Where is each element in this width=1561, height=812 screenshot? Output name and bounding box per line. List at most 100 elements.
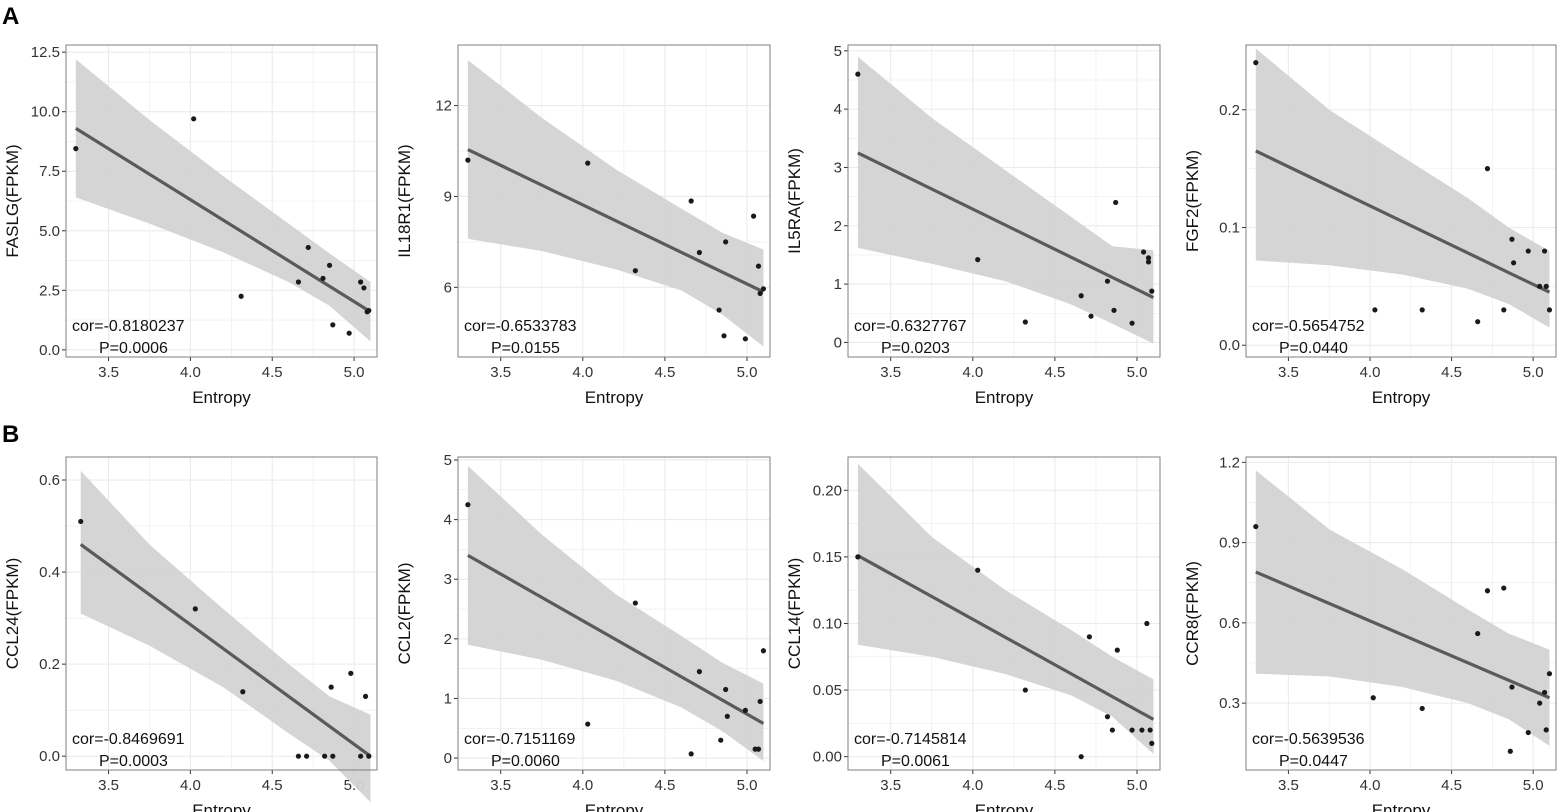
data-point [1509, 684, 1515, 690]
confidence-band [857, 463, 1154, 754]
data-point [632, 600, 638, 606]
y-tick-label: 4 [444, 512, 452, 529]
data-point [1541, 248, 1548, 254]
data-point [688, 198, 694, 204]
y-tick-label: 4 [834, 101, 842, 118]
data-point [295, 753, 302, 759]
data-point [366, 753, 372, 759]
plot-frame [457, 456, 771, 771]
data-point [1525, 729, 1531, 736]
data-point [330, 322, 336, 328]
correlation-label: cor=-0.8469691 [72, 731, 185, 748]
correlation-label: cor=-0.8180237 [72, 318, 185, 335]
data-point [1140, 249, 1147, 255]
x-axis-title: Entropy [192, 388, 251, 407]
x-axis-title: Entropy [1372, 388, 1431, 407]
y-tick-label: 0.05 [813, 682, 842, 699]
data-point [696, 249, 702, 256]
plot-frame [847, 456, 1161, 771]
x-tick-label: 3.5 [98, 364, 119, 381]
x-tick-label: 4.0 [1360, 364, 1381, 381]
p-value-label: P=0.0203 [881, 340, 950, 357]
scatter-plot-3: 3.5 4.0 4.5 5.0 0 1 2 3 4 5 cor=-0.6327767 P=0.0203… [785, 43, 1161, 407]
data-point [975, 567, 981, 573]
y-tick-label: 12 [435, 98, 452, 115]
x-tick-label: 4.5 [654, 364, 675, 381]
data-point [1078, 293, 1084, 299]
y-tick-label: 12.5 [31, 44, 60, 61]
plot-frame [1245, 44, 1557, 358]
data-point [295, 279, 302, 285]
data-point [750, 213, 757, 219]
correlation-label: cor=-0.5639536 [1252, 731, 1365, 748]
regression-line [467, 553, 765, 725]
data-point [1145, 255, 1152, 261]
regression-line [857, 554, 1155, 721]
data-point [1104, 714, 1111, 720]
data-point [1419, 705, 1425, 712]
regression-line [79, 543, 372, 758]
data-point [322, 753, 328, 759]
correlation-label: cor=-0.7145814 [854, 731, 967, 748]
data-point [326, 262, 333, 268]
y-tick-label: 5 [834, 43, 842, 60]
y-tick-label: 0.00 [813, 749, 842, 766]
data-point [1086, 634, 1092, 640]
plot-frame [1245, 456, 1557, 771]
data-point [1109, 727, 1115, 733]
plot-frame [65, 456, 378, 771]
data-point [1541, 689, 1548, 696]
x-axis-title: Entropy [1372, 801, 1431, 812]
y-tick-label: 1 [834, 276, 842, 293]
data-point [757, 290, 763, 296]
regression-line [74, 127, 372, 314]
data-point [1113, 199, 1119, 206]
y-axis-title: CCR8(FPKM) [1183, 561, 1202, 666]
data-point [240, 689, 246, 695]
scatter-plot-2: 3.5 4.0 4.5 5.0 6 9 12 cor=-0.6533783 P=0.0155 En… [395, 44, 771, 407]
correlation-label: cor=-0.5654752 [1252, 318, 1365, 335]
p-value-label: P=0.0006 [99, 340, 168, 357]
data-point [1114, 647, 1120, 653]
scatter-plot-grid: 3.5 4.0 4.5 5.00.02.55.07.510.012.5cor=-0.8… [3, 43, 1557, 812]
data-point [721, 333, 727, 339]
y-tick-label: 0.0 [39, 748, 60, 765]
data-point [742, 707, 748, 713]
confidence-band [80, 470, 371, 803]
scatter-plot-4: 3.5 4.0 4.5 5.0 0.0 0.1 0.2 cor=-0.5654752 P=0.0… [1183, 44, 1557, 407]
data-point [362, 693, 369, 699]
panel-label-a: A [2, 3, 19, 30]
y-tick-label: 1.2 [1219, 454, 1240, 471]
data-point [1419, 307, 1425, 313]
confidence-band [75, 59, 371, 342]
x-axis-title: Entropy [585, 388, 644, 407]
x-tick-label: 5.0 [1523, 364, 1544, 381]
y-tick-label: 7.5 [39, 163, 60, 180]
x-tick-label: 3.5 [880, 777, 901, 794]
data-point [760, 648, 767, 654]
y-tick-label: 0.4 [39, 564, 60, 581]
data-point [760, 286, 767, 292]
data-point [330, 753, 336, 759]
y-tick-label: 2.5 [39, 282, 60, 299]
data-point [585, 721, 591, 727]
y-tick-label: 2 [834, 218, 842, 235]
data-point [358, 753, 364, 759]
y-tick-label: 2 [444, 631, 452, 648]
data-point [1078, 754, 1084, 760]
data-point [718, 737, 724, 743]
data-point [465, 157, 471, 163]
y-tick-label: 0 [444, 750, 452, 767]
x-tick-label: 3.5 [880, 364, 901, 381]
y-tick-label: 0.15 [813, 549, 842, 566]
y-tick-label: 0.2 [1219, 102, 1240, 119]
x-tick-label: 3.5 [490, 777, 511, 794]
y-tick-label: 6 [444, 279, 452, 296]
data-point [1484, 166, 1491, 172]
y-tick-label: 0.2 [39, 656, 60, 673]
y-tick-label: 0.1 [1219, 219, 1240, 236]
data-point [1501, 585, 1507, 591]
x-tick-label: 4.5 [262, 364, 283, 381]
y-axis-title: FASLG(FPKM) [3, 144, 22, 257]
